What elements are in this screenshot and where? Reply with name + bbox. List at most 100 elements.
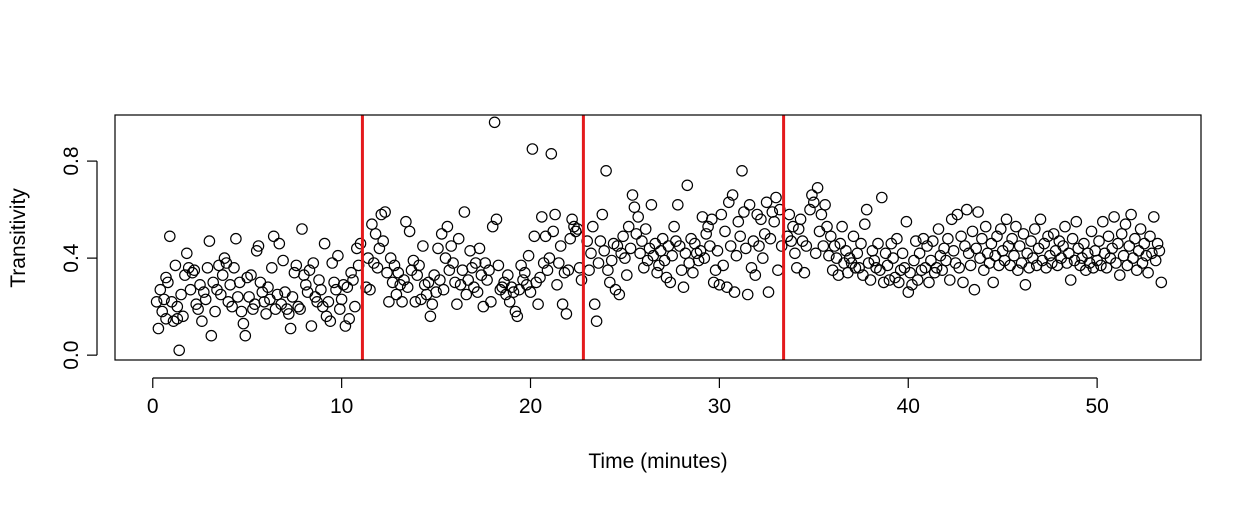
data-point [218,252,231,264]
data-point [968,283,981,296]
data-point [271,288,284,301]
data-point [401,281,414,293]
data-point [741,288,754,301]
data-point [668,220,680,233]
data-point [617,230,629,243]
data-point [637,261,650,274]
data-point [942,232,954,245]
data-point [1019,278,1032,291]
data-point [904,266,916,279]
data-point [335,293,348,306]
data-point [602,264,614,276]
data-point [603,276,616,289]
data-point [1100,261,1113,274]
data-point [730,249,743,262]
data-point [552,257,565,269]
data-point [1023,261,1035,274]
data-point [855,237,867,250]
data-point [245,269,257,281]
data-point [192,303,204,315]
data-point [817,240,830,252]
data-point [722,196,735,209]
data-point [636,235,648,247]
data-point [596,208,609,221]
data-point [309,291,321,303]
data-point [230,232,242,245]
data-point [1146,247,1158,260]
data-point [518,266,531,279]
data-point [1155,276,1168,289]
data-point [675,264,688,276]
data-point [424,310,437,323]
data-point [441,220,454,233]
data-point [349,300,361,313]
data-point [639,223,652,235]
data-point [800,240,813,252]
data-point [307,257,320,269]
data-point [1008,249,1020,262]
data-point [485,295,497,308]
data-point [590,315,603,327]
data-point [951,208,964,221]
data-point [524,286,537,298]
data-point [1151,237,1164,250]
data-point [341,281,354,293]
data-point [789,247,801,260]
data-point [632,211,644,223]
data-point [1148,211,1160,223]
data-point [756,252,769,264]
data-point [158,293,170,306]
data-point [1134,223,1147,235]
data-point [207,276,219,289]
data-point [273,237,286,250]
data-point [422,276,435,289]
data-point [749,269,762,281]
data-point [522,249,535,262]
data-point [265,261,278,274]
data-point [698,252,711,264]
data-point [811,182,824,194]
data-point [543,252,556,264]
data-point [717,259,729,272]
data-point [303,264,316,276]
data-point [964,259,977,272]
data-point [490,213,503,226]
data-point [959,240,971,252]
data-point [651,266,663,279]
data-point [366,218,378,230]
data-point [569,225,582,238]
data-point [681,179,694,192]
data-point [823,249,835,262]
data-point [511,310,524,323]
y-tick-label: 0.8 [60,146,83,175]
data-point [260,308,272,320]
data-point [909,235,922,247]
data-point [345,266,357,279]
data-point [1057,240,1069,252]
data-point [1000,213,1013,226]
data-point [724,240,737,252]
data-point [619,252,631,264]
data-point [554,240,567,252]
data-point [392,266,405,279]
data-point [556,298,569,310]
data-point [1149,254,1162,267]
data-point [726,189,739,201]
data-point [324,315,337,327]
data-point [1112,237,1124,250]
data-point [732,215,745,228]
data-point [694,245,707,257]
data-point [891,232,903,245]
data-point [605,254,618,267]
data-point [364,283,376,296]
data-point [864,274,877,286]
data-point [1153,245,1166,257]
data-point [908,254,920,267]
data-point [575,274,588,286]
data-point [496,281,508,293]
data-point [1063,247,1075,260]
data-point [809,247,822,260]
data-point [828,240,841,252]
x-tick-label: 40 [897,395,920,418]
